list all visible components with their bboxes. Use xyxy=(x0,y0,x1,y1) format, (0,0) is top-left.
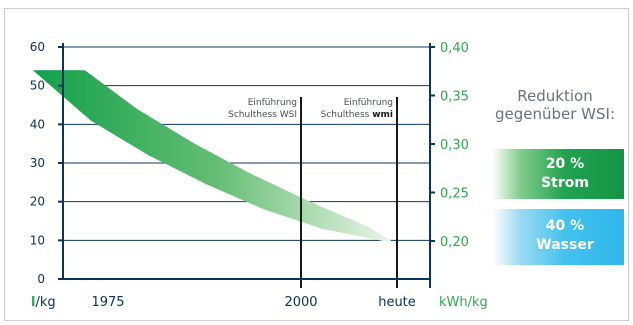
left-unit-lead: l xyxy=(31,295,35,310)
note-line-1: Reduktion xyxy=(517,87,593,105)
chart-frame: 0 10 20 30 40 50 60 0,40 0,35 0,30 0,25 0,20 1975 200… xyxy=(4,8,629,321)
wasser-ribbon: 40 % Wasser xyxy=(492,209,624,265)
x-tick-label: 1975 xyxy=(91,295,124,310)
right-tick-label: 0,25 xyxy=(440,187,469,202)
left-unit-label: l/kg xyxy=(31,295,56,310)
wmi-mark: wmi xyxy=(372,110,393,120)
annotation-line-1: Einführung xyxy=(248,98,297,108)
wasser-percent: 40 % xyxy=(545,218,585,234)
right-tick-label: 0,40 xyxy=(440,41,469,56)
left-tick-label: 60 xyxy=(30,40,45,54)
left-tick-label: 10 xyxy=(30,233,45,247)
strom-percent: 20 % xyxy=(545,156,585,172)
left-tick-label: 20 xyxy=(30,195,45,209)
x-tick-label: heute xyxy=(378,295,416,310)
right-tick-label: 0,20 xyxy=(440,235,469,250)
x-tick-label: 2000 xyxy=(284,295,317,310)
left-tick-label: 50 xyxy=(30,79,45,93)
right-unit-label: kWh/kg xyxy=(439,295,488,310)
wasser-label: Wasser xyxy=(536,237,594,253)
left-tick-label: 30 xyxy=(30,156,45,170)
left-tick-label: 40 xyxy=(30,117,45,131)
annotation-line-1: Einführung xyxy=(344,98,393,108)
strom-band xyxy=(32,70,398,245)
right-tick-label: 0,30 xyxy=(440,138,469,153)
reduction-note: Reduktion gegenüber WSI: xyxy=(485,87,625,123)
reduction-chart: 0 10 20 30 40 50 60 0,40 0,35 0,30 0,25 0,20 1975 200… xyxy=(5,40,488,310)
right-tick-label: 0,35 xyxy=(440,90,469,105)
annotation-line-2: Schulthess WSI xyxy=(228,110,297,120)
note-line-2: gegenüber WSI: xyxy=(494,105,616,123)
left-tick-label: 0 xyxy=(37,272,45,286)
strom-ribbon: 20 % Strom xyxy=(492,149,624,199)
strom-label: Strom xyxy=(541,175,589,191)
left-unit-rest: /kg xyxy=(35,295,55,310)
annotation-line-2: Schulthess wmi xyxy=(321,110,393,120)
